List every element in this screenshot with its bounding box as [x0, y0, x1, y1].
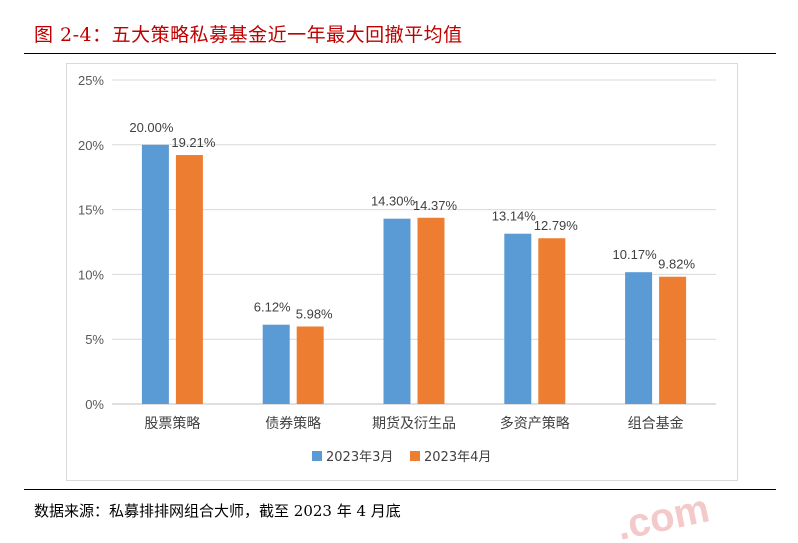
watermark-text: .com [613, 486, 713, 543]
legend-swatch [312, 451, 322, 461]
bar [383, 218, 411, 404]
x-tick-label: 期货及衍生品 [372, 415, 456, 432]
data-label: 13.14% [492, 209, 537, 224]
bar [175, 155, 203, 404]
x-tick-label: 股票策略 [144, 415, 200, 432]
x-tick-label: 债券策略 [265, 415, 321, 432]
legend-swatch [410, 451, 420, 461]
data-label: 6.12% [254, 300, 291, 315]
y-tick-label: 25% [78, 73, 104, 88]
data-label: 10.17% [613, 247, 658, 262]
bar [504, 233, 532, 404]
bar [141, 144, 169, 405]
data-label: 12.79% [534, 218, 579, 233]
bottom-rule [24, 489, 776, 490]
x-tick-label: 多资产策略 [500, 415, 570, 432]
x-tick-label: 组合基金 [628, 415, 684, 432]
bar [659, 276, 687, 404]
legend-label: 2023年4月 [424, 450, 491, 465]
top-rule [24, 53, 776, 54]
y-tick-label: 5% [85, 332, 104, 347]
y-tick-label: 15% [78, 203, 104, 218]
bar [538, 238, 566, 404]
data-label: 5.98% [296, 306, 333, 321]
data-label: 9.82% [658, 257, 695, 272]
source-note: 数据来源：私募排排网组合大师，截至 2023 年 4 月底 [34, 502, 401, 520]
y-tick-label: 10% [78, 267, 104, 282]
y-tick-label: 20% [78, 138, 104, 153]
figure-title: 图 2-4：五大策略私募基金近一年最大回撤平均值 [34, 24, 463, 46]
bar [262, 324, 290, 404]
data-label: 19.21% [171, 135, 216, 150]
bar [625, 272, 653, 404]
legend-label: 2023年3月 [326, 450, 393, 465]
y-tick-label: 0% [85, 397, 104, 412]
data-label: 14.30% [371, 194, 416, 209]
bar [296, 326, 324, 404]
data-label: 20.00% [129, 120, 174, 135]
data-label: 14.37% [413, 198, 458, 213]
bar [417, 217, 445, 404]
